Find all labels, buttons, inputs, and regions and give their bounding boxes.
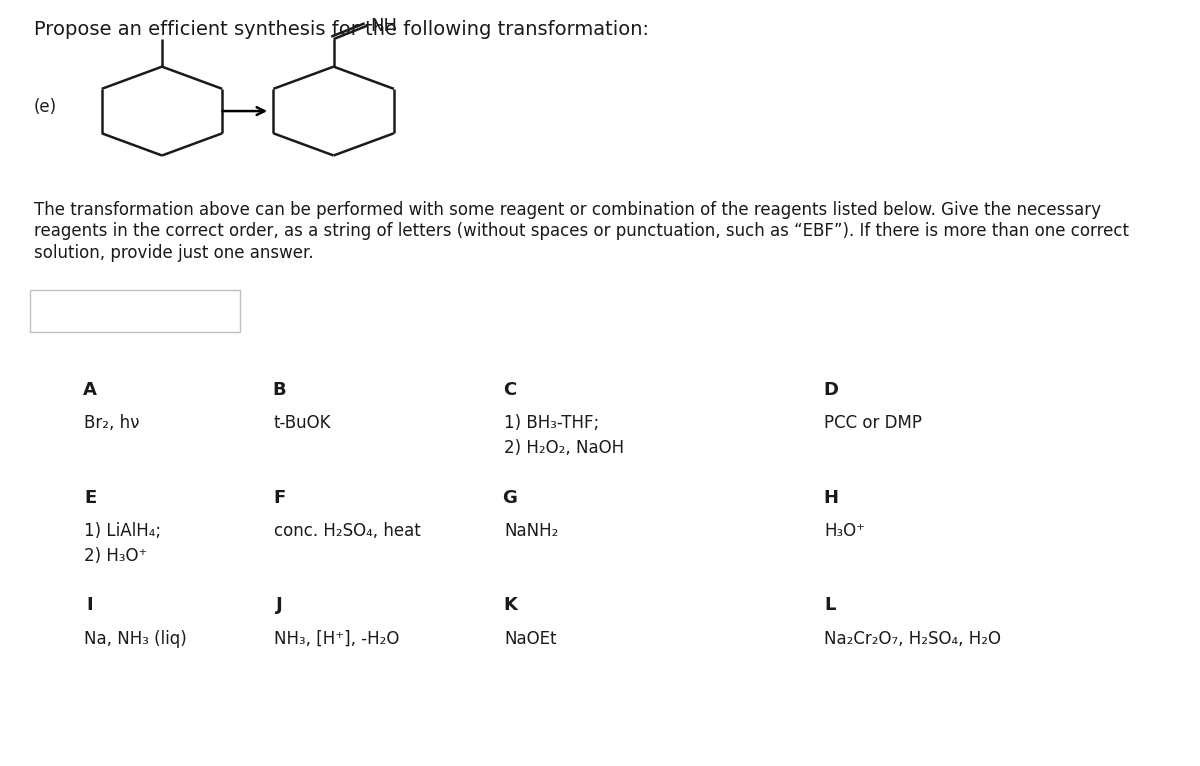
FancyBboxPatch shape (30, 290, 240, 332)
Text: D: D (823, 381, 838, 399)
Text: A: A (83, 381, 97, 399)
Text: reagents in the correct order, as a string of letters (without spaces or punctua: reagents in the correct order, as a stri… (34, 222, 1128, 240)
Text: C: C (503, 381, 517, 399)
Text: B: B (272, 381, 287, 399)
Text: K: K (503, 596, 517, 614)
Text: F: F (274, 489, 286, 507)
Text: I: I (86, 596, 94, 614)
Text: H₃O⁺: H₃O⁺ (824, 522, 865, 540)
Text: Propose an efficient synthesis for the following transformation:: Propose an efficient synthesis for the f… (34, 20, 649, 39)
Text: NH₃, [H⁺], -H₂O: NH₃, [H⁺], -H₂O (274, 630, 398, 647)
Text: J: J (276, 596, 283, 614)
Text: solution, provide just one answer.: solution, provide just one answer. (34, 244, 313, 261)
Text: G: G (503, 489, 517, 507)
Text: NaNH₂: NaNH₂ (504, 522, 558, 540)
Text: L: L (824, 596, 836, 614)
Text: 1) LiAlH₄;
2) H₃O⁺: 1) LiAlH₄; 2) H₃O⁺ (84, 522, 161, 565)
Text: Na₂Cr₂O₇, H₂SO₄, H₂O: Na₂Cr₂O₇, H₂SO₄, H₂O (824, 630, 1001, 647)
Text: E: E (84, 489, 96, 507)
Text: Na, NH₃ (liq): Na, NH₃ (liq) (84, 630, 187, 647)
Text: conc. H₂SO₄, heat: conc. H₂SO₄, heat (274, 522, 420, 540)
Text: t-BuOK: t-BuOK (274, 414, 331, 431)
Text: (e): (e) (34, 98, 56, 116)
Text: 1) BH₃-THF;
2) H₂O₂, NaOH: 1) BH₃-THF; 2) H₂O₂, NaOH (504, 414, 624, 457)
Text: NH: NH (371, 17, 397, 34)
Text: NaOEt: NaOEt (504, 630, 557, 647)
Text: Br₂, hν: Br₂, hν (84, 414, 139, 431)
Text: H: H (823, 489, 838, 507)
Text: PCC or DMP: PCC or DMP (824, 414, 923, 431)
Text: The transformation above can be performed with some reagent or combination of th: The transformation above can be performe… (34, 201, 1100, 218)
